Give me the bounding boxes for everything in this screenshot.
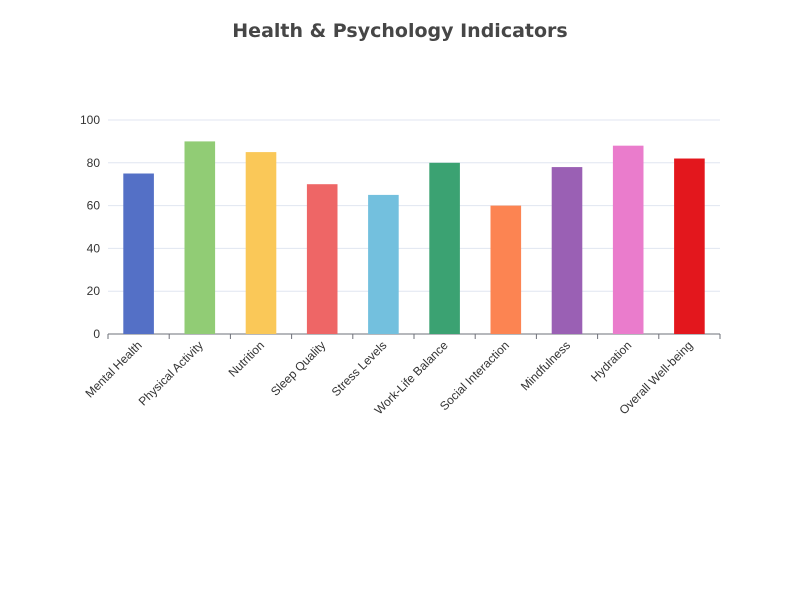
bar[interactable] — [306, 184, 338, 334]
bar[interactable] — [429, 162, 460, 334]
y-tick-label: 20 — [87, 284, 101, 298]
y-tick-label: 40 — [87, 241, 101, 255]
bar[interactable] — [245, 152, 277, 334]
x-tick-label: Nutrition — [226, 338, 267, 379]
bar[interactable] — [184, 141, 216, 334]
chart-title: Health & Psychology Indicators — [232, 20, 568, 42]
y-tick-label: 0 — [93, 327, 100, 341]
x-tick-label: Mindfulness — [518, 338, 573, 393]
bar[interactable] — [551, 167, 583, 334]
x-tick-label: Hydration — [588, 338, 634, 384]
x-tick-label: Stress Levels — [329, 338, 390, 399]
bar[interactable] — [368, 194, 399, 334]
bar[interactable] — [674, 158, 705, 334]
bar[interactable] — [490, 205, 522, 334]
y-tick-label: 60 — [87, 199, 101, 213]
bar[interactable] — [612, 145, 644, 334]
x-tick-label: Physical Activity — [136, 338, 206, 408]
x-tick-label: Sleep Quality — [268, 338, 328, 398]
x-tick-label: Mental Health — [82, 338, 144, 400]
y-tick-label: 80 — [87, 156, 101, 170]
y-tick-label: 100 — [80, 113, 100, 127]
bar[interactable] — [123, 173, 154, 335]
